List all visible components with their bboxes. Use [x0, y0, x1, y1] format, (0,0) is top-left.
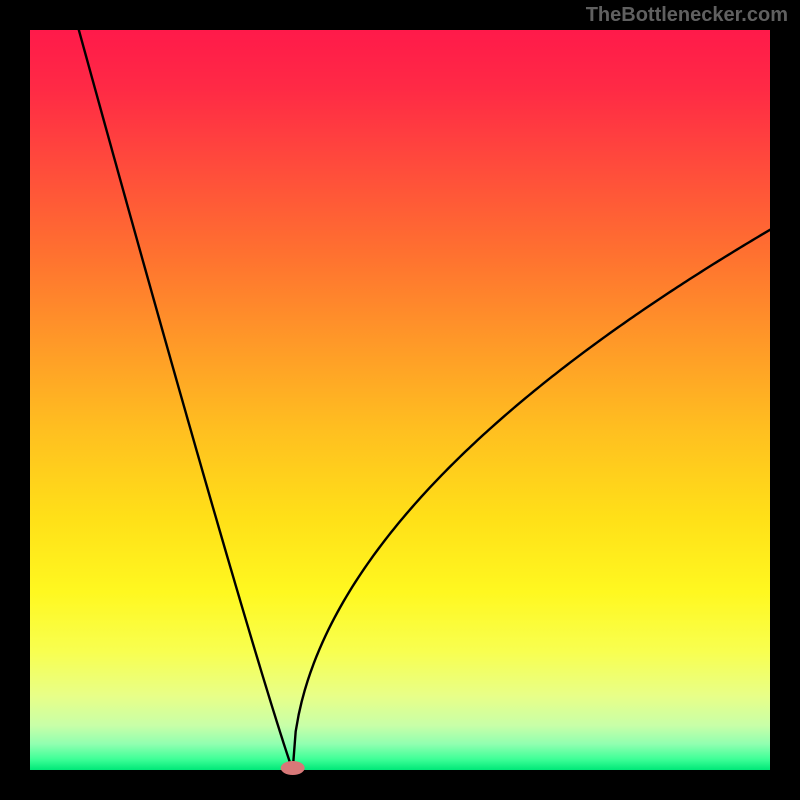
heatmap-background	[30, 30, 770, 770]
optimum-marker	[281, 761, 305, 775]
bottleneck-chart	[0, 0, 800, 800]
chart-container: TheBottlenecker.com	[0, 0, 800, 800]
watermark-text: TheBottlenecker.com	[586, 4, 788, 27]
